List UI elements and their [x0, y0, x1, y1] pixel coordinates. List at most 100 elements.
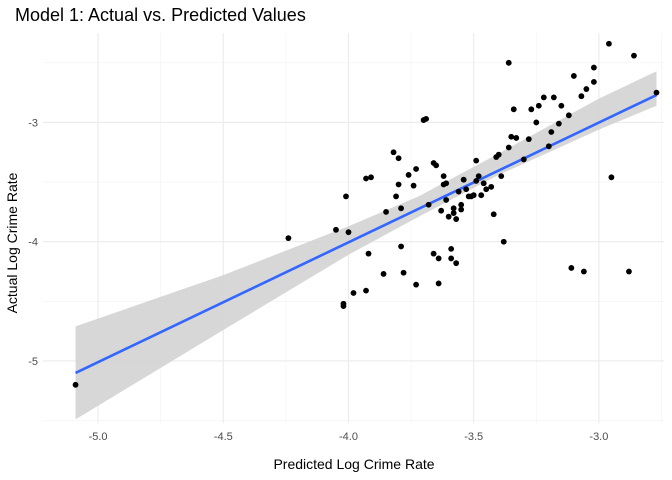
data-point	[413, 281, 420, 288]
data-point	[578, 93, 585, 100]
data-point	[568, 265, 575, 271]
data-point	[345, 229, 352, 236]
data-point	[460, 176, 467, 183]
data-point	[475, 173, 482, 180]
data-point	[498, 173, 505, 180]
data-points	[72, 40, 660, 388]
data-point	[525, 136, 532, 143]
data-point	[430, 250, 437, 257]
data-point	[550, 94, 557, 101]
x-axis-ticks: -5.0 -4.5 -4.0 -3.5 -3.0	[89, 431, 609, 443]
data-point	[495, 151, 502, 158]
data-point	[510, 106, 517, 113]
data-point	[513, 135, 520, 141]
data-point	[450, 210, 457, 216]
minor-gridlines	[43, 33, 664, 423]
data-point	[555, 120, 562, 127]
data-point	[343, 193, 349, 200]
data-point	[508, 133, 515, 140]
data-point	[410, 182, 417, 189]
y-tick-label: -5	[28, 356, 38, 368]
data-point	[390, 149, 397, 156]
data-point	[535, 102, 542, 109]
data-point	[608, 174, 615, 181]
data-point	[480, 180, 487, 187]
data-point	[470, 192, 477, 199]
data-point	[505, 59, 512, 66]
data-point	[483, 186, 490, 193]
data-point	[458, 206, 465, 213]
data-point	[448, 245, 455, 252]
data-point	[631, 52, 637, 59]
data-point	[433, 162, 440, 169]
y-axis-title: Actual Log Crime Rate	[4, 172, 20, 313]
data-point	[570, 73, 577, 79]
data-point	[435, 280, 442, 287]
data-point	[558, 102, 565, 109]
data-point	[443, 180, 450, 187]
chart-title: Model 1: Actual vs. Predicted Values	[15, 5, 306, 25]
data-point	[350, 290, 357, 296]
data-point	[590, 64, 597, 71]
data-point	[528, 106, 535, 113]
x-axis-title: Predicted Log Crime Rate	[273, 456, 434, 472]
x-tick-label: -3.5	[464, 431, 483, 443]
x-tick-label: -4.5	[214, 431, 233, 443]
data-point	[398, 205, 404, 212]
data-point	[363, 287, 369, 294]
x-tick-label: -3.0	[589, 431, 608, 443]
data-point	[368, 174, 374, 181]
x-tick-label: -4.0	[339, 431, 358, 443]
data-point	[423, 115, 430, 122]
data-point	[395, 155, 402, 162]
data-point	[548, 129, 555, 135]
data-point	[440, 173, 447, 180]
data-point	[413, 166, 420, 172]
data-point	[473, 177, 480, 184]
data-point	[590, 78, 597, 85]
data-point	[443, 197, 450, 203]
data-point	[490, 211, 497, 218]
confidence-band	[75, 71, 657, 420]
data-point	[395, 181, 402, 188]
data-point	[380, 271, 387, 277]
data-point	[438, 207, 445, 214]
data-point	[626, 268, 632, 275]
data-point	[365, 250, 372, 257]
data-point	[458, 201, 465, 208]
data-point	[453, 216, 460, 222]
data-point	[455, 188, 462, 195]
data-point	[405, 172, 412, 178]
data-point	[473, 157, 480, 164]
data-point	[545, 143, 552, 150]
data-point	[463, 186, 470, 193]
data-point	[478, 192, 485, 199]
y-tick-label: -4	[28, 237, 38, 249]
y-axis-ticks: -5 -4 -3	[28, 117, 38, 368]
data-point	[540, 94, 547, 101]
data-point	[565, 112, 572, 119]
data-point	[285, 235, 292, 242]
data-point	[583, 86, 590, 92]
data-point	[363, 175, 369, 182]
data-point	[72, 381, 79, 388]
data-point	[393, 193, 399, 200]
data-point	[533, 119, 540, 126]
data-point	[500, 238, 507, 245]
data-point	[425, 201, 432, 208]
data-point	[450, 205, 457, 212]
data-point	[653, 89, 660, 96]
data-point	[488, 183, 495, 190]
data-point	[453, 260, 460, 267]
x-tick-label: -5.0	[89, 431, 108, 443]
data-point	[435, 255, 442, 262]
data-point	[333, 226, 339, 233]
data-point	[520, 156, 527, 163]
data-point	[400, 269, 407, 276]
regression-line	[74, 93, 658, 375]
data-point	[383, 208, 389, 215]
data-point	[340, 303, 347, 310]
data-point	[445, 213, 452, 220]
y-tick-label: -3	[28, 117, 38, 129]
